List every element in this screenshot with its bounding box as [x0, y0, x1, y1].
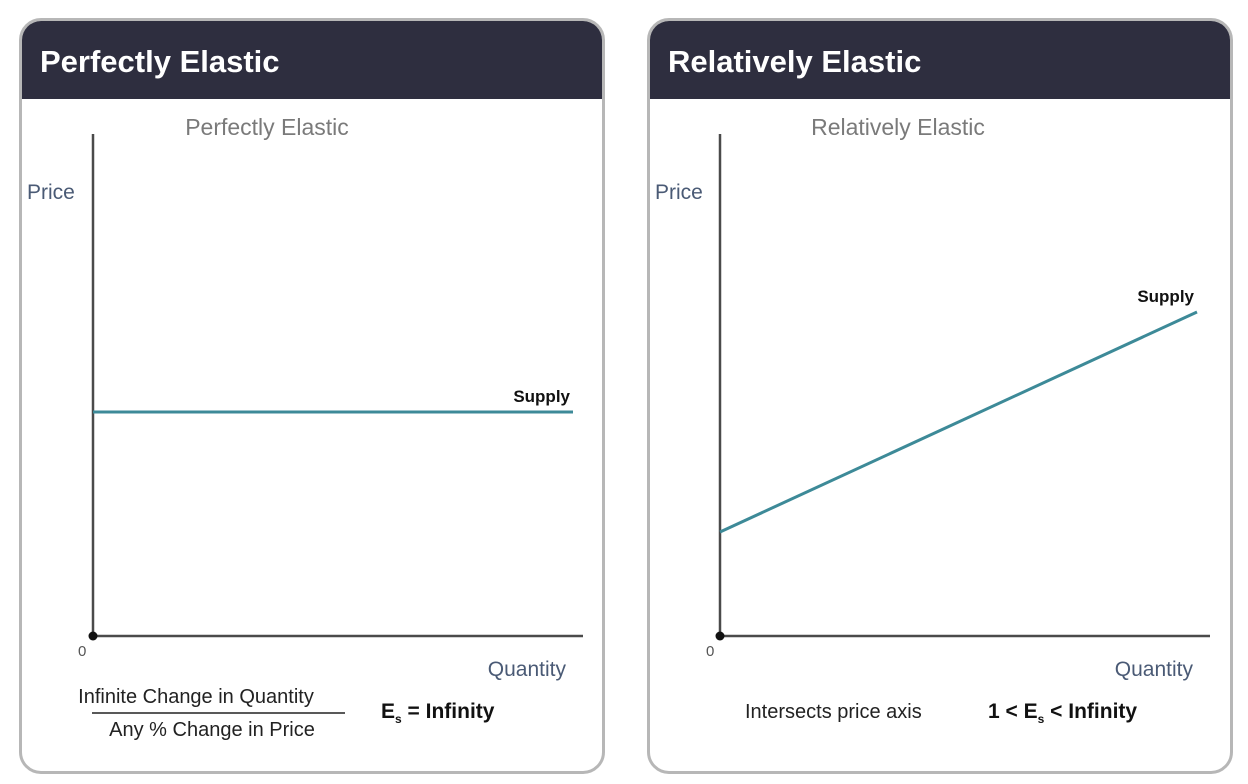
- chart-title: Perfectly Elastic: [185, 114, 349, 140]
- formula-numerator: Infinite Change in Quantity: [78, 686, 314, 708]
- elasticity-equation: Es = Infinity: [381, 700, 495, 726]
- supply-label: Supply: [1137, 287, 1194, 306]
- chart-relatively-elastic: Relatively Elastic Price 0 Supply Quanti…: [655, 114, 1210, 726]
- chart-card-perfectly-elastic: Perfectly Elastic Perfectly Elastic Pric…: [19, 18, 605, 774]
- y-axis-label: Price: [655, 181, 703, 204]
- supply-line: [719, 310, 1198, 534]
- origin-point: [715, 631, 725, 641]
- chart-card-relatively-elastic: Relatively Elastic Relatively Elastic Pr…: [647, 18, 1233, 774]
- card-header: Perfectly Elastic: [22, 21, 602, 99]
- origin-label: 0: [78, 643, 86, 660]
- card-header: Relatively Elastic: [650, 21, 1230, 99]
- origin-label: 0: [706, 643, 714, 660]
- x-axis-label: Quantity: [1115, 658, 1194, 681]
- formula-denominator: Any % Change in Price: [109, 719, 315, 741]
- chart-title: Relatively Elastic: [811, 114, 985, 140]
- formula-note: Intersects price axis: [745, 701, 922, 723]
- y-axis-label: Price: [27, 181, 75, 204]
- origin-point: [88, 631, 98, 641]
- supply-label: Supply: [513, 387, 570, 406]
- x-axis-label: Quantity: [488, 658, 567, 681]
- elasticity-equation: 1 < Es < Infinity: [988, 700, 1137, 726]
- chart-perfectly-elastic: Perfectly Elastic Price 0 Supply Quantit…: [27, 114, 583, 741]
